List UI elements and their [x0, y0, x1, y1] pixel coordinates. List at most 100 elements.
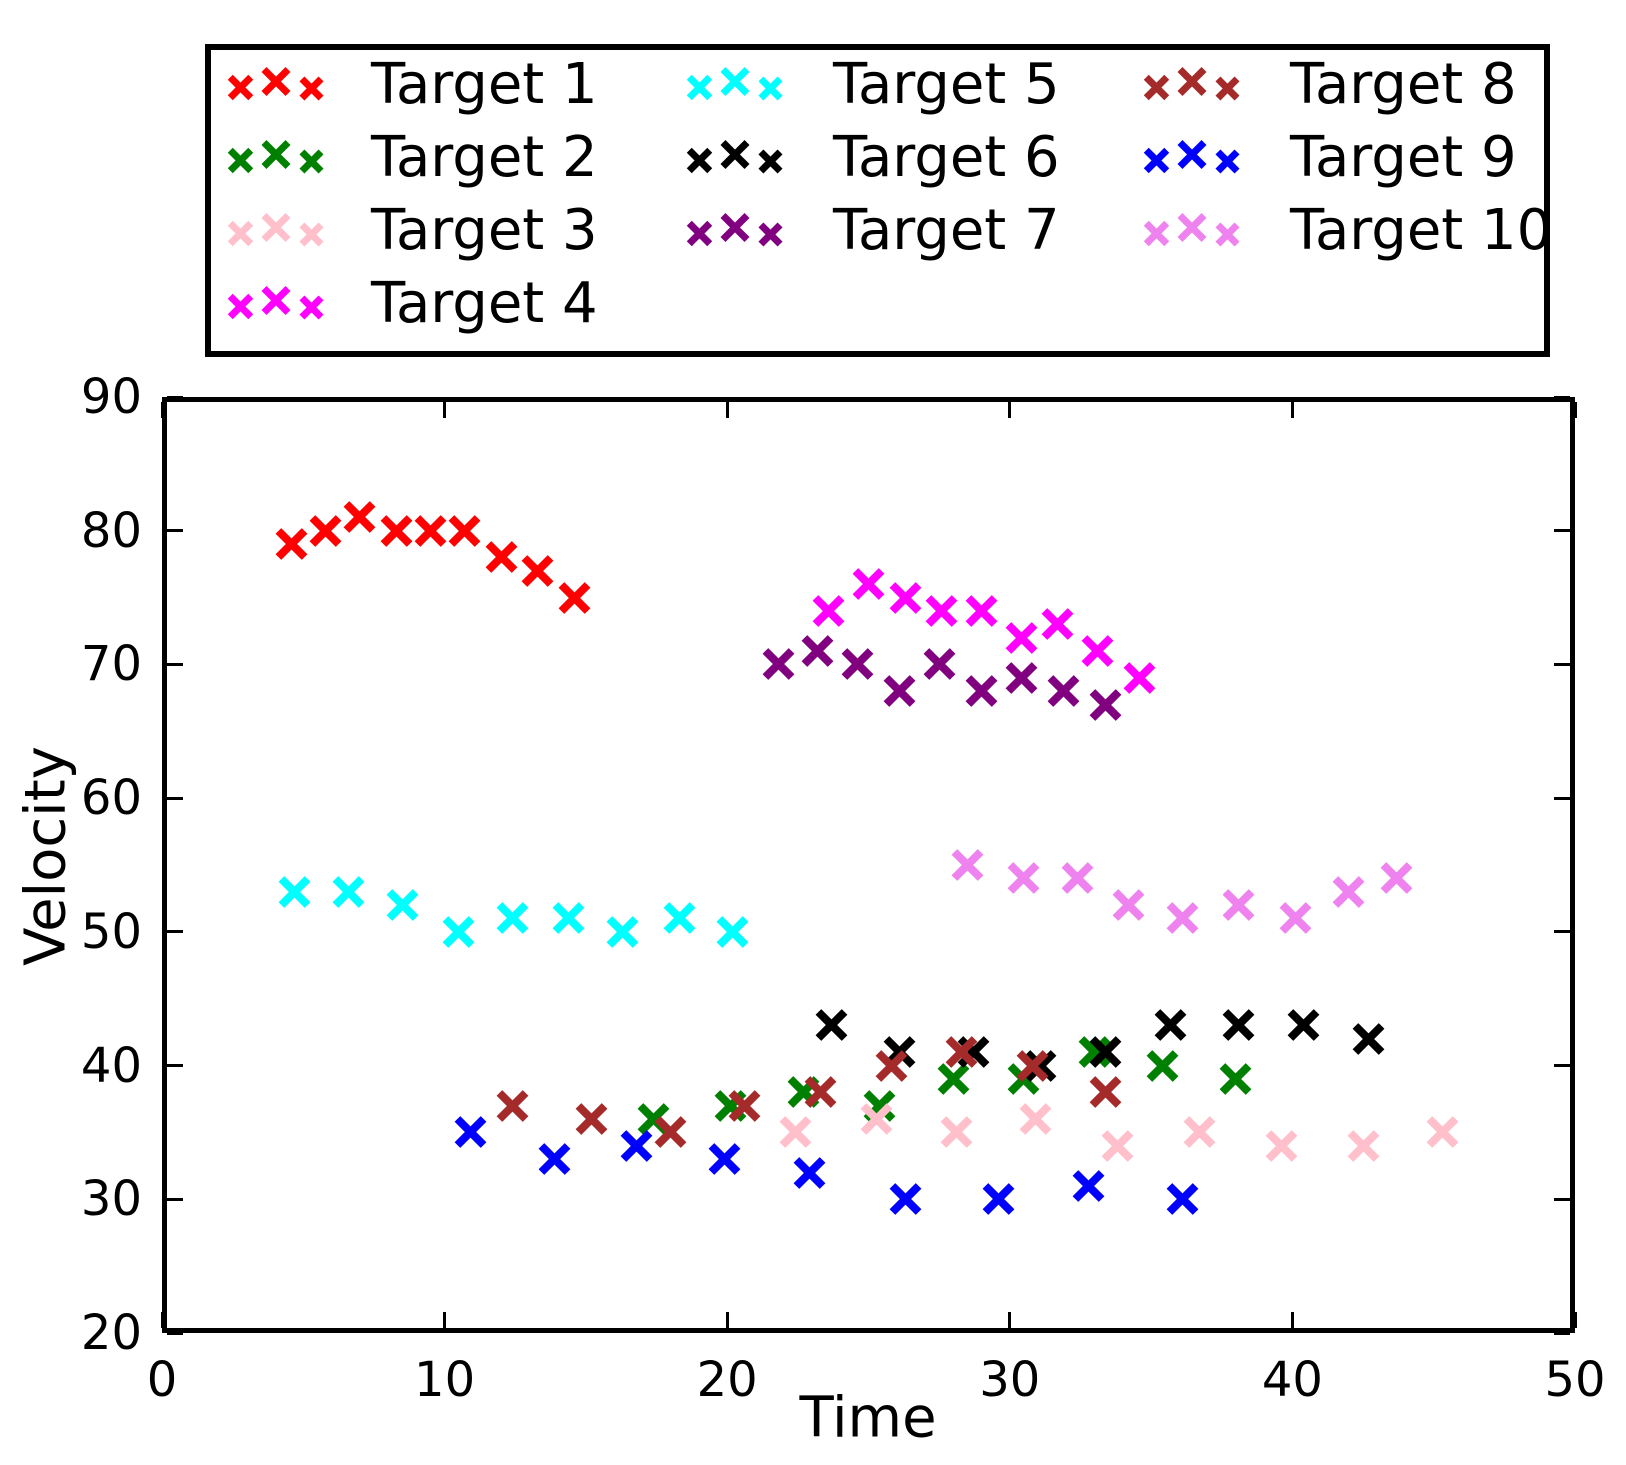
data-point-target-8	[575, 1103, 608, 1135]
data-point-target-5	[663, 902, 696, 935]
legend-marker-target-9	[1214, 148, 1240, 174]
data-point-target-6	[1089, 1036, 1122, 1069]
legend-label-target-2: Target 2	[371, 125, 598, 190]
y-tick-right	[1554, 1331, 1570, 1335]
data-point-target-2	[937, 1063, 970, 1095]
legend-marker-target-5	[720, 66, 750, 96]
x-tick-top	[1008, 402, 1012, 418]
legend-marker-target-7	[720, 212, 750, 242]
legend-marker-target-4	[227, 293, 253, 319]
y-tick-right	[1554, 1064, 1570, 1068]
data-point-target-5	[386, 889, 419, 922]
legend-marker-target-10	[1143, 220, 1169, 246]
y-tick-label: 20	[80, 1305, 142, 1361]
data-point-target-1	[276, 528, 308, 560]
x-tick-label: 50	[1544, 1352, 1606, 1408]
data-point-target-7	[883, 675, 916, 708]
legend-marker-target-2	[227, 147, 253, 173]
legend-marker-target-3	[298, 221, 324, 247]
legend-marker-target-3	[227, 220, 253, 246]
y-tick-left	[167, 1331, 183, 1335]
data-point-target-7	[841, 648, 874, 681]
data-point-target-4	[813, 595, 845, 627]
data-point-target-1	[343, 501, 376, 534]
legend-label-target-6: Target 6	[833, 125, 1060, 190]
y-tick-left	[167, 796, 183, 800]
data-point-target-3	[1426, 1116, 1459, 1149]
x-tick-bottom	[1290, 1312, 1294, 1328]
legend-label-target-1: Target 1	[371, 52, 598, 117]
x-tick-bottom	[1008, 1312, 1012, 1328]
x-tick-top	[1290, 402, 1294, 418]
data-point-target-4	[926, 595, 958, 627]
data-point-target-7	[801, 635, 834, 667]
y-tick-right	[1554, 930, 1570, 934]
data-point-target-9	[793, 1156, 826, 1189]
legend-marker-target-10	[1177, 212, 1207, 242]
data-point-target-4	[889, 581, 922, 614]
legend-marker-target-4	[261, 285, 291, 315]
data-point-target-6	[1222, 1009, 1255, 1042]
x-tick-label: 0	[146, 1352, 178, 1408]
data-point-target-5	[553, 902, 585, 935]
data-point-target-10	[1279, 902, 1312, 935]
data-point-target-8	[804, 1076, 837, 1109]
data-point-target-4	[965, 595, 998, 627]
legend-marker-target-1	[261, 66, 291, 96]
y-tick-right	[1554, 662, 1570, 666]
data-point-target-10	[1008, 862, 1040, 895]
data-point-target-9	[1166, 1183, 1199, 1216]
legend-marker-target-9	[1177, 139, 1207, 169]
y-tick-label: 30	[80, 1171, 142, 1228]
legend-marker-target-2	[261, 139, 291, 169]
legend-label-target-5: Target 5	[833, 52, 1060, 117]
y-tick-right	[1554, 1197, 1570, 1201]
data-point-target-6	[815, 1009, 848, 1042]
data-point-target-3	[1019, 1103, 1052, 1135]
y-tick-label: 80	[80, 502, 142, 559]
data-point-target-4	[1005, 621, 1038, 654]
x-tick-bottom	[1573, 1312, 1577, 1328]
data-point-target-8	[945, 1036, 978, 1069]
y-tick-label: 40	[80, 1037, 142, 1094]
x-tick-label: 40	[1261, 1352, 1323, 1408]
data-point-target-7	[923, 648, 956, 681]
data-point-target-9	[454, 1116, 486, 1149]
data-point-target-10	[1166, 902, 1199, 935]
data-point-target-9	[708, 1143, 741, 1176]
data-point-target-2	[1219, 1063, 1252, 1095]
data-point-target-10	[1332, 875, 1365, 908]
data-point-target-5	[332, 875, 365, 908]
x-tick-label: 10	[414, 1352, 476, 1408]
y-tick-label: 50	[80, 903, 142, 960]
data-point-target-1	[414, 514, 447, 547]
legend-marker-target-1	[227, 74, 253, 100]
x-axis-label: Time	[799, 1385, 937, 1451]
data-point-target-1	[485, 541, 518, 574]
data-point-target-7	[965, 675, 998, 708]
legend-marker-target-8	[1143, 74, 1169, 100]
data-point-target-2	[1146, 1049, 1179, 1082]
data-point-target-10	[1061, 862, 1094, 895]
y-tick-right	[1554, 395, 1570, 399]
x-tick-top	[1573, 402, 1577, 418]
y-tick-left	[167, 1197, 183, 1201]
data-point-target-10	[1112, 889, 1145, 922]
data-point-target-7	[1089, 688, 1122, 721]
x-tick-label: 30	[979, 1352, 1041, 1408]
x-tick-bottom	[443, 1312, 447, 1328]
legend-label-target-10: Target 10	[1290, 198, 1553, 263]
data-point-target-3	[779, 1116, 811, 1149]
legend-marker-target-8	[1214, 75, 1240, 101]
legend-marker-target-6	[757, 148, 783, 174]
data-point-target-10	[951, 849, 984, 881]
legend-marker-target-2	[298, 148, 324, 174]
data-point-target-1	[380, 514, 413, 547]
data-point-target-1	[448, 514, 481, 547]
y-tick-label: 60	[80, 770, 142, 827]
data-point-target-1	[558, 581, 591, 614]
y-tick-label: 70	[80, 636, 142, 693]
data-point-target-4	[1081, 635, 1114, 667]
legend-marker-target-7	[686, 220, 712, 246]
